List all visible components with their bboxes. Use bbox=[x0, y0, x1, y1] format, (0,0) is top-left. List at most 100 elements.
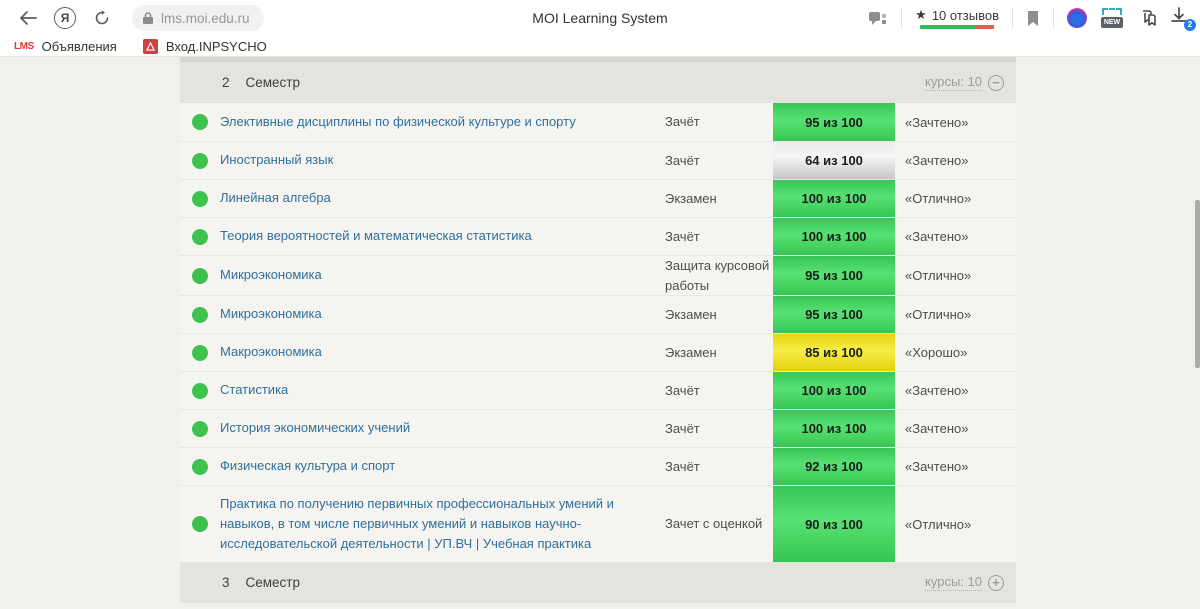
assessment-type: Зачёт bbox=[665, 382, 700, 398]
assessment-type: Зачёт bbox=[665, 152, 700, 168]
collapse-icon[interactable]: − bbox=[988, 74, 1004, 91]
semester-3-header: 3 Семестр курсы: 10 + bbox=[180, 562, 1016, 604]
course-name-cell: Микроэкономика bbox=[220, 296, 665, 333]
grades-table: 2 Семестр курсы: 10 − Элективные дисципл… bbox=[180, 57, 1016, 604]
refresh-button[interactable] bbox=[90, 6, 114, 30]
collections-icon[interactable] bbox=[1137, 9, 1157, 27]
url-text: lms.moi.edu.ru bbox=[161, 10, 250, 26]
course-row: Иностранный язык Зачёт 64 из 100 «Зачтен… bbox=[180, 141, 1016, 179]
semester-number: 2 bbox=[222, 75, 230, 90]
course-status-cell bbox=[180, 103, 220, 141]
rating-bar bbox=[920, 25, 995, 29]
semester-2-header: 2 Семестр курсы: 10 − bbox=[180, 62, 1016, 103]
lms-logo-icon: LMS bbox=[14, 40, 34, 52]
divider bbox=[1012, 8, 1013, 28]
course-link[interactable]: Статистика bbox=[220, 382, 289, 398]
assessment-type: Экзамен bbox=[665, 306, 717, 322]
grade-text: «Отлично» bbox=[905, 268, 972, 283]
score-badge: 85 из 100 bbox=[773, 334, 895, 371]
course-row: Микроэкономика Защита курсовой работы 95… bbox=[180, 255, 1016, 295]
course-link[interactable]: История экономических учений bbox=[220, 420, 411, 436]
course-row: Физическая культура и спорт Зачёт 92 из … bbox=[180, 447, 1016, 485]
course-status-cell bbox=[180, 296, 220, 333]
course-link[interactable]: Теория вероятностей и математическая ста… bbox=[220, 228, 532, 244]
course-rows: Элективные дисциплины по физической куль… bbox=[180, 103, 1016, 563]
semester-title: Семестр bbox=[245, 75, 301, 90]
downloads-badge: 2 bbox=[1184, 19, 1196, 31]
score-badge: 100 из 100 bbox=[773, 180, 895, 217]
grade-text: «Хорошо» bbox=[905, 345, 968, 360]
semester-title: Семестр bbox=[245, 575, 301, 591]
score-badge: 100 из 100 bbox=[773, 410, 895, 447]
assessment-type: Экзамен bbox=[665, 190, 717, 206]
new-dashed-frame bbox=[1102, 8, 1122, 15]
grade-text: «Отлично» bbox=[905, 516, 972, 532]
assessment-type: Зачёт bbox=[665, 228, 700, 244]
score-badge: 64 из 100 bbox=[773, 142, 895, 179]
status-dot-icon bbox=[192, 306, 208, 323]
semester-3-expand-control[interactable]: курсы: 10 + bbox=[925, 574, 1004, 592]
grade-text: «Отлично» bbox=[905, 191, 972, 206]
course-link[interactable]: Микроэкономика bbox=[220, 267, 322, 283]
score-badge: 95 из 100 bbox=[773, 256, 895, 295]
reviews-rating[interactable]: ★ 10 отзывов bbox=[915, 7, 999, 29]
vertical-scrollbar-thumb[interactable] bbox=[1195, 200, 1200, 368]
grade-text: «Зачтено» bbox=[905, 383, 969, 398]
bookmark-inpsycho[interactable]: Вход.INPSYCHO bbox=[142, 38, 267, 54]
course-row: Линейная алгебра Экзамен 100 из 100 «Отл… bbox=[180, 179, 1016, 217]
score-badge: 92 из 100 bbox=[773, 448, 895, 485]
table-top-remnant bbox=[180, 57, 1016, 62]
course-status-cell bbox=[180, 334, 220, 371]
course-name-cell: Теория вероятностей и математическая ста… bbox=[220, 218, 665, 255]
semester-number: 3 bbox=[222, 575, 230, 591]
address-bar[interactable]: lms.moi.edu.ru bbox=[132, 5, 264, 31]
score-badge: 95 из 100 bbox=[773, 103, 895, 141]
reviews-count: 10 отзывов bbox=[931, 7, 999, 23]
assessment-type: Зачёт bbox=[665, 114, 700, 130]
back-button[interactable] bbox=[16, 6, 40, 30]
course-row: Макроэкономика Экзамен 85 из 100 «Хорошо… bbox=[180, 333, 1016, 371]
course-row: Элективные дисциплины по физической куль… bbox=[180, 103, 1016, 141]
course-link[interactable]: Физическая культура и спорт bbox=[220, 458, 396, 474]
bookmark-label: Вход.INPSYCHO bbox=[165, 38, 267, 54]
score-badge: 100 из 100 bbox=[773, 218, 895, 255]
yandex-logo-icon[interactable]: Я bbox=[54, 7, 76, 29]
new-feature-icon[interactable]: NEW bbox=[1100, 7, 1124, 29]
course-name-cell: История экономических учений bbox=[220, 410, 665, 447]
course-row: Статистика Зачёт 100 из 100 «Зачтено» bbox=[180, 371, 1016, 409]
rating-bar-red bbox=[976, 25, 995, 29]
assessment-type: Защита курсовой работы bbox=[665, 258, 770, 293]
course-name-cell: Физическая культура и спорт bbox=[220, 448, 665, 485]
course-link[interactable]: Иностранный язык bbox=[220, 152, 334, 168]
extension-color-circle-icon[interactable] bbox=[1067, 8, 1087, 28]
bookmark-announcements[interactable]: LMS Объявления bbox=[14, 39, 117, 54]
course-row: Микроэкономика Экзамен 95 из 100 «Отличн… bbox=[180, 295, 1016, 333]
inpsycho-logo-icon bbox=[142, 38, 158, 54]
course-status-cell bbox=[180, 142, 220, 179]
course-link[interactable]: Элективные дисциплины по физической куль… bbox=[220, 113, 576, 129]
course-link[interactable]: Практика по получению первичных професси… bbox=[220, 496, 614, 552]
new-badge-label: NEW bbox=[1101, 17, 1123, 28]
site-reviews-icon[interactable] bbox=[868, 10, 888, 27]
score-badge: 100 из 100 bbox=[773, 372, 895, 409]
status-dot-icon bbox=[192, 458, 208, 475]
course-link[interactable]: Макроэкономика bbox=[220, 344, 322, 360]
lms-page: 2 Семестр курсы: 10 − Элективные дисципл… bbox=[0, 57, 1200, 609]
course-link[interactable]: Линейная алгебра bbox=[220, 190, 331, 206]
downloads-icon[interactable]: 2 bbox=[1170, 7, 1196, 31]
courses-count-link[interactable]: курсы: 10 bbox=[925, 74, 982, 91]
course-row: Теория вероятностей и математическая ста… bbox=[180, 217, 1016, 255]
grade-text: «Зачтено» bbox=[905, 114, 969, 130]
status-dot-icon bbox=[192, 190, 208, 207]
semester-2-collapse-control[interactable]: курсы: 10 − bbox=[925, 74, 1004, 91]
course-name-cell: Микроэкономика bbox=[220, 256, 665, 295]
courses-count-link[interactable]: курсы: 10 bbox=[925, 574, 982, 592]
course-link[interactable]: Микроэкономика bbox=[220, 306, 322, 322]
expand-icon[interactable]: + bbox=[988, 574, 1004, 591]
assessment-type: Зачёт bbox=[665, 458, 700, 474]
course-name-cell: Линейная алгебра bbox=[220, 180, 665, 217]
score-badge: 95 из 100 bbox=[773, 296, 895, 333]
status-dot-icon bbox=[192, 228, 208, 245]
status-dot-icon bbox=[192, 267, 208, 284]
bookmark-flag-icon[interactable] bbox=[1026, 10, 1040, 27]
